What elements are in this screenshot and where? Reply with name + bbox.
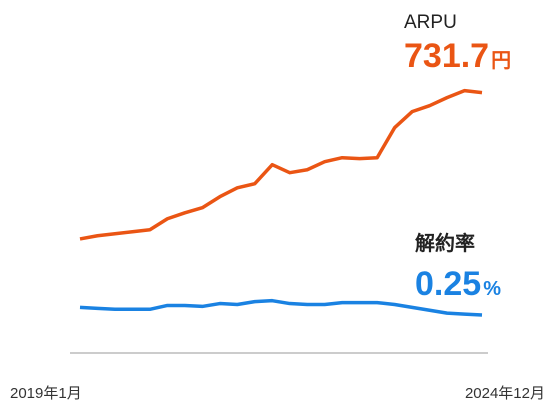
series-name: 解約率 (415, 231, 475, 255)
series-name: ARPU (404, 12, 457, 33)
x-tick-label: 2019年1月 (10, 385, 82, 402)
line (79, 88, 483, 241)
value: 0.25 (415, 265, 481, 303)
value-label: 731.7 円 (404, 37, 511, 75)
line (79, 298, 483, 317)
unit: % (483, 278, 501, 300)
x-tick-label: 2024年12月 (465, 385, 545, 402)
value-label: 0.25% (415, 265, 501, 303)
value: 731.7 (404, 37, 489, 75)
unit: 円 (491, 50, 511, 72)
